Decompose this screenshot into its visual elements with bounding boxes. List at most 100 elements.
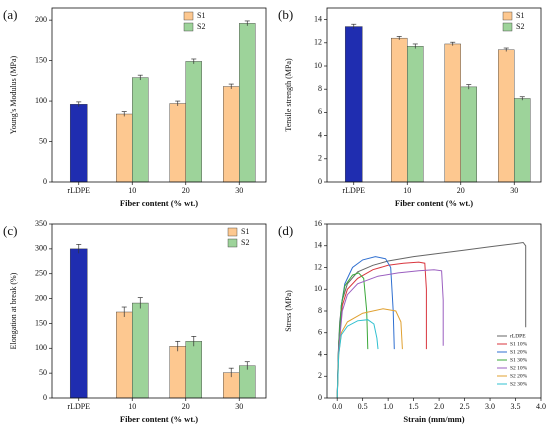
legend-label: S2 20% [510,373,528,379]
x-tick-label: 20 [457,186,465,195]
y-axis-label: Elongation at break (%) [9,272,18,349]
y-axis-label: Tensile strength (MPa) [284,58,293,132]
bar [239,23,256,183]
y-axis-label: Young's Modulus (MPa) [9,55,18,134]
y-tick-label: 8 [318,306,322,315]
x-tick-label: 3.0 [485,402,495,411]
legend-label: S1 20% [510,349,528,355]
bar [185,341,202,399]
y-tick-label: 4 [318,349,322,358]
x-tick-label: 1.5 [409,402,419,411]
bar [444,43,461,183]
legend-swatch [183,11,194,21]
y-tick-label: 250 [35,269,47,278]
bar [115,113,133,183]
y-tick-label: 0 [43,177,47,186]
y-tick-label: 0 [318,393,322,402]
y-tick-label: 50 [39,368,47,377]
y-tick-label: 4 [318,130,322,139]
y-tick-label: 200 [35,293,47,302]
y-tick-label: 2 [318,371,322,380]
x-tick-label: 2.5 [460,402,470,411]
bar [407,46,424,183]
panel-label: (b) [278,7,293,22]
bar [497,49,515,183]
curve [336,319,379,399]
y-tick-label: 350 [35,219,47,228]
x-tick-label: 30 [510,186,518,195]
y-tick-label: 6 [318,107,322,116]
x-tick-label: 30 [235,186,243,195]
y-tick-label: 100 [35,343,47,352]
legend-label: S2 10% [510,365,528,371]
panel: (a) Young's Modulus (MPa) Fiber content (%… [3,7,267,208]
curve [336,256,395,399]
x-tick-label: 20 [182,402,190,411]
x-tick-label: 0.5 [358,402,368,411]
x-tick-label: rLDPE [67,402,90,411]
y-tick-label: 150 [35,318,47,327]
panel: (d) Stress (MPa) Strain (mm/mm) 0 2 4 6 8 10 12 14… [278,219,546,424]
bar [222,86,240,183]
y-tick-label: 10 [314,284,322,293]
curve [336,308,403,399]
x-tick-label: 3.5 [511,402,521,411]
legend-label: S2 [516,22,524,31]
panel-label: (d) [278,223,293,238]
x-tick-label: rLDPE [67,186,90,195]
x-axis-label: Strain (mm/mm) [403,414,464,424]
curve [336,269,444,399]
legend-swatch [502,22,513,32]
y-tick-label: 10 [314,61,322,70]
bar [69,248,88,399]
y-tick-label: 0 [318,177,322,186]
panel: (c) Elongation at break (%) Fiber content … [3,219,267,424]
legend-label: S1 10% [510,341,528,347]
y-tick-label: 6 [318,328,322,337]
panel: (b) Tensile strength (MPa) Fiber content (… [278,7,542,208]
y-tick-label: 200 [35,15,47,24]
bar [514,98,531,183]
legend-label: S2 30% [510,381,528,387]
legend-label: S2 [197,22,205,31]
y-tick-label: 100 [35,96,47,105]
x-axis-label: Fiber content (% wt.) [120,414,198,424]
bar [169,103,186,183]
legend-label: rLDPE [510,333,526,339]
x-tick-label: rLDPE [342,186,365,195]
plot-frame [51,223,267,399]
y-tick-label: 14 [314,14,322,23]
legend-label: S1 [197,11,205,20]
bar [69,104,88,183]
plot-frame [326,7,542,183]
x-tick-label: 10 [128,402,136,411]
y-tick-label: 150 [35,55,47,64]
panel-label: (a) [3,7,17,22]
x-tick-label: 10 [128,186,136,195]
legend-label: S2 [241,238,249,247]
y-tick-label: 50 [39,136,47,145]
y-tick-label: 12 [314,262,322,271]
bar [390,37,408,183]
legend-label: S1 30% [510,357,528,363]
legend-swatch [227,238,238,248]
bar [132,77,149,183]
x-tick-label: 0.0 [332,402,342,411]
legend-swatch [502,11,513,21]
legend-swatch [227,227,238,237]
y-tick-label: 300 [35,244,47,253]
bar [115,311,133,399]
plot-frame [51,7,267,183]
x-axis-label: Fiber content (% wt.) [395,198,473,208]
x-tick-label: 1.0 [383,402,393,411]
bar [344,26,363,183]
legend-label: S1 [241,227,249,236]
x-tick-label: 10 [403,186,411,195]
y-tick-label: 16 [314,219,322,228]
x-tick-label: 2.0 [434,402,444,411]
x-axis-label: Fiber content (% wt.) [120,198,198,208]
legend-label: S1 [516,11,524,20]
y-tick-label: 8 [318,84,322,93]
x-tick-label: 4.0 [536,402,546,411]
